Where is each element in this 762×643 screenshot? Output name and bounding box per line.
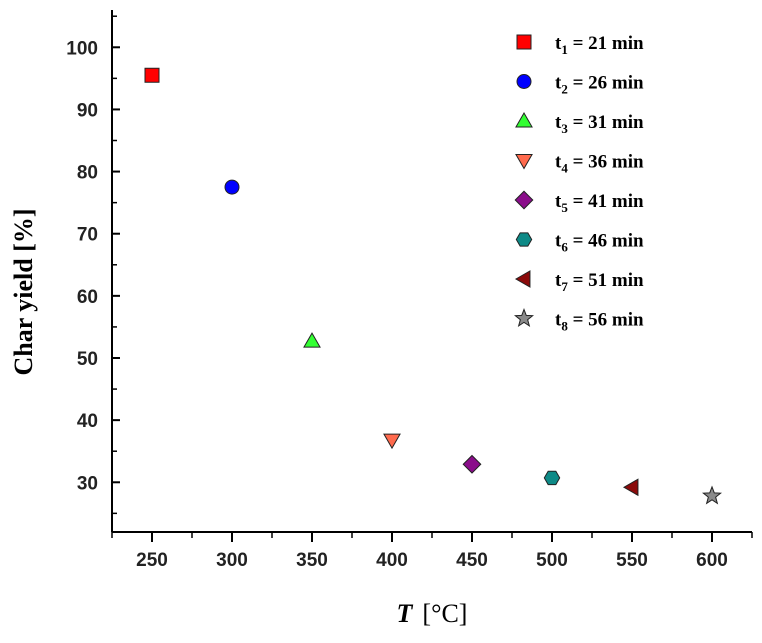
data-points — [144, 67, 722, 505]
data-point-2 — [224, 179, 240, 195]
legend-marker-4 — [515, 154, 533, 170]
data-point-3 — [303, 332, 321, 348]
legend-label-7: t7 = 51 min — [555, 270, 644, 294]
data-point-8 — [702, 485, 722, 505]
legend-label-6: t6 = 46 min — [555, 231, 644, 255]
legend-label-4: t4 = 36 min — [555, 152, 644, 176]
legend-marker-5 — [514, 190, 534, 210]
x-tick-label-550: 550 — [616, 550, 648, 571]
legend-label-8: t8 = 56 min — [555, 310, 644, 334]
x-axis-label: T [°C] — [397, 599, 468, 628]
x-tick-label-400: 400 — [376, 550, 408, 571]
y-tick-label-80: 80 — [77, 163, 98, 184]
x-tick-label-450: 450 — [456, 550, 488, 571]
y-tick-label-50: 50 — [77, 349, 98, 370]
legend-marker-3 — [515, 111, 533, 128]
legend-marker-6 — [515, 232, 533, 247]
x-tick-label-600: 600 — [696, 550, 728, 571]
x-tick-label-500: 500 — [536, 550, 568, 571]
data-point-4 — [383, 433, 401, 450]
y-tick-label-100: 100 — [66, 38, 98, 59]
y-tick-label-90: 90 — [77, 100, 98, 121]
legend-marker-8 — [514, 307, 534, 328]
legend-marker-7 — [514, 270, 531, 288]
x-tick-label-300: 300 — [216, 550, 248, 571]
y-tick-label-30: 30 — [77, 473, 98, 494]
legend-label-1: t1 = 21 min — [555, 33, 644, 57]
y-tick-label-70: 70 — [77, 225, 98, 246]
data-point-7 — [622, 478, 639, 497]
legend-marker-2 — [516, 74, 532, 89]
x-axis-symbol: T — [397, 599, 414, 628]
x-tick-label-350: 350 — [296, 550, 328, 571]
y-tick-label-40: 40 — [77, 411, 98, 432]
y-axis-label: Char yield [%] — [9, 208, 38, 375]
legend: t1 = 21 min t2 = 26 min t3 = 31 min t4 = 36… — [514, 33, 644, 334]
data-point-1 — [144, 67, 160, 83]
data-point-5 — [462, 454, 482, 474]
legend-label-5: t5 = 41 min — [555, 191, 644, 215]
axes: 30 40 50 60 70 80 90 100 250 300 350 400 450 500 550 60… — [66, 10, 753, 571]
x-axis-unit: [°C] — [422, 599, 467, 628]
data-point-6 — [543, 470, 561, 486]
legend-label-3: t3 = 31 min — [555, 112, 644, 136]
legend-marker-1 — [516, 34, 532, 50]
x-tick-label-250: 250 — [136, 550, 168, 571]
y-tick-label-60: 60 — [77, 287, 98, 308]
legend-label-2: t2 = 26 min — [555, 73, 644, 97]
